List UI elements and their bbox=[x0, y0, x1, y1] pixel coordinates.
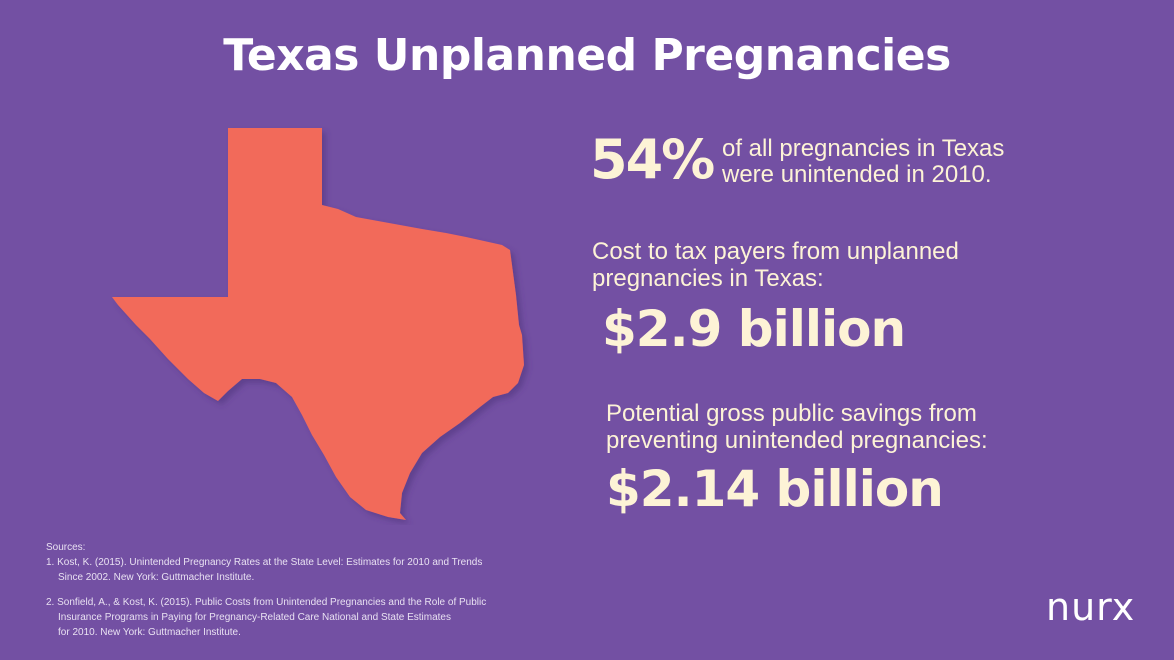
savings-label: Potential gross public savings from prev… bbox=[606, 400, 1036, 454]
source-1-line2: Since 2002. New York: Guttmacher Institu… bbox=[58, 572, 255, 583]
page-title: Texas Unplanned Pregnancies bbox=[223, 30, 951, 81]
cost-label-line1: Cost to tax payers from unplanned bbox=[592, 238, 959, 265]
source-2-line2: Insurance Programs in Paying for Pregnan… bbox=[58, 612, 451, 623]
savings-value: $2.14 billion bbox=[606, 460, 944, 518]
cost-label-line2: pregnancies in Texas: bbox=[592, 265, 824, 292]
savings-label-line2: preventing unintended pregnancies: bbox=[606, 427, 988, 454]
unintended-desc-line1: of all pregnancies in Texas bbox=[722, 135, 1005, 162]
sources: Sources: 1. Kost, K. (2015). Unintended … bbox=[46, 540, 566, 640]
sources-heading: Sources: bbox=[46, 542, 86, 553]
unintended-description: of all pregnancies in Texas were uninten… bbox=[722, 136, 1042, 188]
unintended-percent: 54% bbox=[590, 128, 715, 191]
unintended-desc-line2: were unintended in 2010. bbox=[722, 161, 992, 188]
nurx-logo: nurx bbox=[1046, 585, 1136, 629]
source-1-line1: 1. Kost, K. (2015). Unintended Pregnancy… bbox=[46, 557, 483, 568]
source-2-line3: for 2010. New York: Guttmacher Institute… bbox=[58, 627, 241, 638]
savings-label-line1: Potential gross public savings from bbox=[606, 400, 977, 427]
texas-map-icon bbox=[112, 128, 524, 520]
cost-label: Cost to tax payers from unplanned pregna… bbox=[592, 238, 1012, 292]
cost-value: $2.9 billion bbox=[602, 300, 906, 358]
source-2-line1: 2. Sonfield, A., & Kost, K. (2015). Publ… bbox=[46, 597, 487, 608]
